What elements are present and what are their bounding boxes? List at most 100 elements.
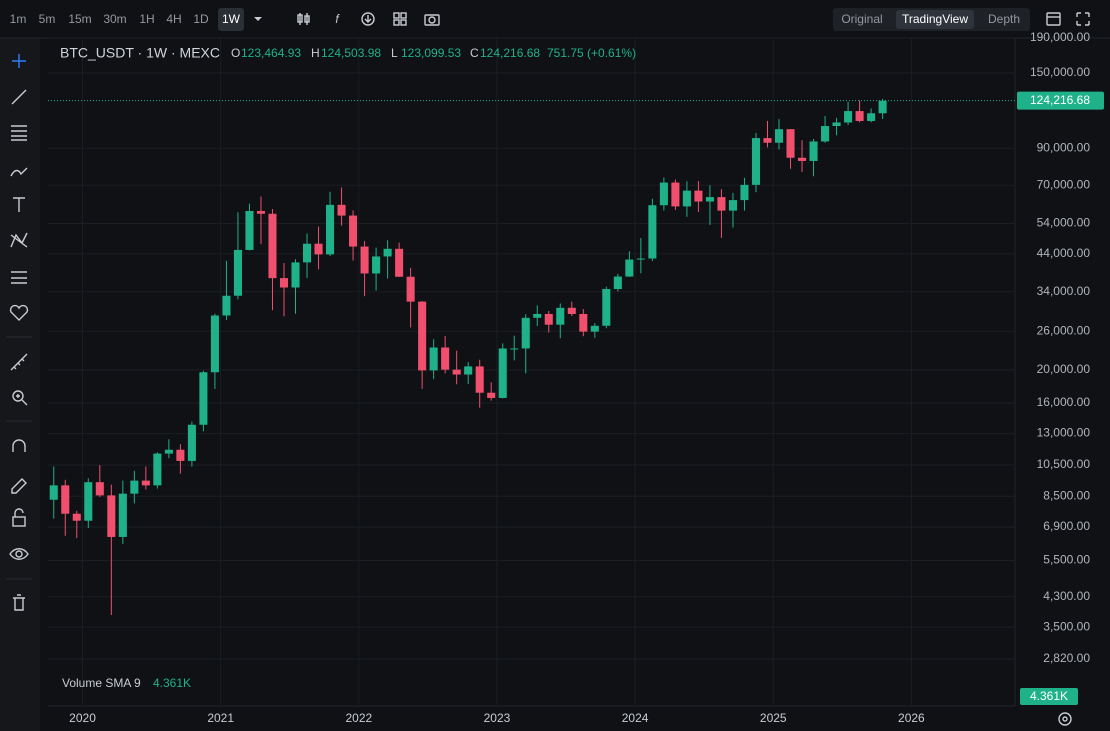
y-tick-label: 5,500.00 [1043,553,1090,567]
candle-body [187,424,196,461]
candle-body [452,369,461,375]
ohlc-value: 123,464.93 [241,46,301,60]
view-selected [896,10,974,29]
ohlc-key: H [311,46,320,60]
candle-body [199,372,208,425]
candle-body [302,243,312,263]
candle-body [118,493,127,537]
ohlc-key: O [231,46,240,60]
candle-body [256,210,265,214]
candle-body [84,482,93,521]
candle-body [751,138,761,185]
symbol: BTC_USDT · 1W · MEXC [60,45,220,61]
interval-button[interactable]: 30m [103,12,126,26]
candle-body [636,258,645,260]
candle-body [383,248,392,257]
x-tick-label: 2022 [345,711,372,725]
candle-body [579,313,588,332]
candle-body [441,347,450,370]
candle-body [728,200,737,211]
candle-body [72,513,81,521]
ohlc-value: 124,503.98 [321,46,381,60]
candle-body [360,246,369,274]
left-tools[interactable] [9,54,29,611]
view-button[interactable]: TradingView [902,12,968,26]
candle-body [268,213,277,279]
x-tick-label: 2025 [760,711,787,725]
y-tick-label: 44,000.00 [1037,246,1091,260]
y-tick-label: 13,000.00 [1037,426,1091,440]
interval-button[interactable]: 5m [39,12,56,26]
candle-body [279,278,289,288]
ohlc-key: C [470,46,479,60]
candle-body [498,348,507,398]
candle-body [107,495,116,537]
candle-body [233,249,242,296]
y-tick-label: 10,500.00 [1037,457,1091,471]
view-button[interactable]: Depth [988,12,1020,26]
candle-body [705,197,714,202]
candle-body [832,122,841,127]
candle-body [326,204,335,255]
y-tick-label: 34,000.00 [1037,284,1091,298]
candles [49,98,887,615]
ohlc-value: 123,099.53 [401,46,461,60]
candle-body [682,190,691,207]
interval-button[interactable]: 1m [10,12,27,26]
view-button[interactable]: Original [841,12,882,26]
x-tick-label: 2020 [69,711,96,725]
candle-body [314,243,323,255]
candle-body [625,259,634,277]
candle-body [659,182,668,206]
y-tick-label: 54,000.00 [1037,216,1091,230]
interval-button[interactable]: 4H [166,12,181,26]
candle-body [395,248,404,277]
interval-button[interactable]: 15m [68,12,91,26]
candle-body [49,485,58,500]
volume-price-label: 4.361K [1030,689,1068,703]
candle-body [648,205,657,259]
candle-body [821,126,830,142]
candle-body [774,129,784,143]
candle-body [429,347,438,371]
candle-body [164,449,173,454]
candle-body [533,313,542,318]
candle-body [567,307,576,314]
candle-body [544,313,553,325]
candle-body [867,113,876,121]
svg-text:f: f [335,12,340,26]
candle-body [475,366,484,393]
settings-icon[interactable] [1058,712,1072,726]
candle-body [510,348,519,350]
last-price-label: 124,216.68 [1030,93,1090,107]
interval-button[interactable]: 1W [222,12,241,26]
interval-button[interactable]: 1D [193,12,209,26]
candle-body [786,129,795,158]
x-tick-label: 2024 [622,711,649,725]
candle-body [521,317,530,349]
y-tick-label: 20,000.00 [1037,362,1091,376]
candle-body [372,256,381,274]
left-toolbar [0,38,40,731]
candle-body [671,182,680,207]
y-tick-label: 190,000.00 [1030,30,1090,44]
candle-body [464,366,473,375]
volume-price-box [1020,688,1078,705]
candle-body [602,288,611,326]
candle-body [141,480,150,486]
candle-body [153,453,162,486]
candle-body [337,204,346,216]
candle-body [763,138,772,143]
candle-body [740,184,749,201]
x-tick-label: 2023 [484,711,511,725]
candle-body [878,100,887,114]
candle-body [613,276,622,289]
left-dividers [6,336,32,580]
y-tick-label: 26,000.00 [1037,324,1091,338]
candle-body [487,392,496,398]
interval-button[interactable]: 1H [139,12,154,26]
candle-body [176,449,185,461]
y-tick-label: 70,000.00 [1037,177,1091,191]
